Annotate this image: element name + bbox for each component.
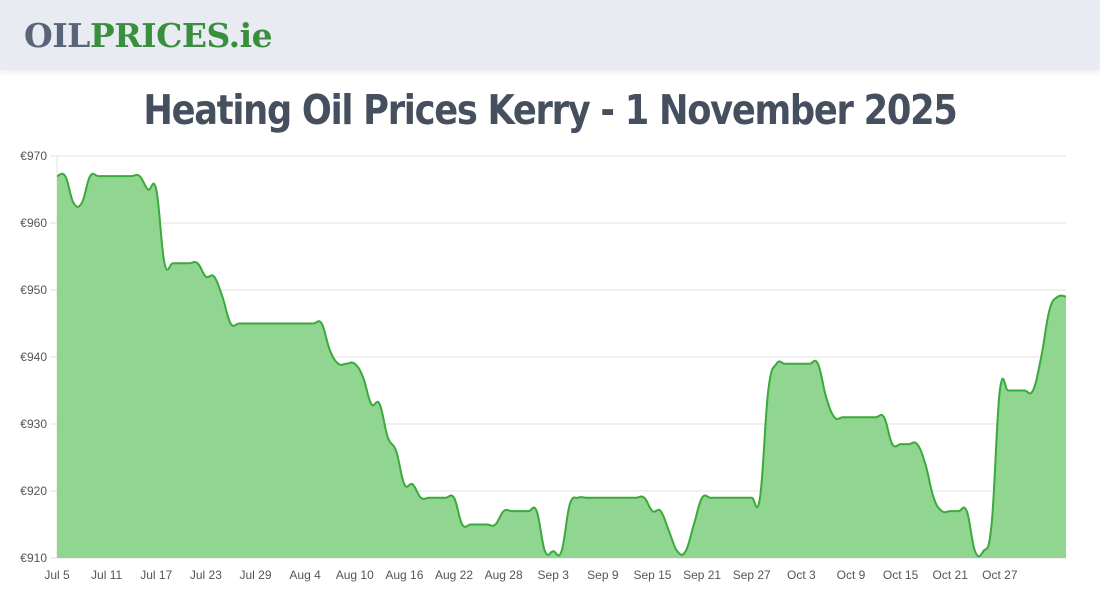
x-tick-label: Oct 3 bbox=[787, 568, 816, 582]
x-tick-label: Jul 5 bbox=[44, 568, 70, 582]
y-tick-label: €930 bbox=[20, 417, 47, 431]
x-tick-label: Aug 16 bbox=[385, 568, 423, 582]
y-tick-label: €970 bbox=[20, 149, 47, 163]
x-tick-label: Oct 27 bbox=[982, 568, 1018, 582]
x-tick-label: Aug 4 bbox=[289, 568, 321, 582]
site-logo[interactable]: OILPRICES.ie bbox=[24, 16, 273, 56]
site-header: OILPRICES.ie bbox=[0, 0, 1100, 70]
x-tick-label: Sep 9 bbox=[587, 568, 619, 582]
y-tick-label: €920 bbox=[20, 484, 47, 498]
x-axis: Jul 5 Jul 11 Jul 17 Jul 23 Jul 29 Aug 4 Aug 10… bbox=[44, 568, 1018, 582]
price-line bbox=[56, 172, 1067, 558]
x-tick-label: Aug 28 bbox=[485, 568, 523, 582]
x-tick-label: Sep 21 bbox=[683, 568, 721, 582]
page-title: Heating Oil Prices Kerry - 1 November 20… bbox=[143, 86, 957, 134]
y-tick-label: €960 bbox=[20, 216, 47, 230]
y-axis: €970 €960 €950 €940 €930 €920 €910 bbox=[20, 149, 47, 565]
x-tick-label: Jul 29 bbox=[239, 568, 271, 582]
logo-oil: OIL bbox=[24, 16, 90, 55]
y-tick-label: €950 bbox=[20, 283, 47, 297]
logo-prices: PRICES.ie bbox=[89, 16, 273, 55]
price-area-fill bbox=[57, 173, 1066, 559]
x-tick-label: Oct 9 bbox=[837, 568, 866, 582]
x-tick-label: Jul 23 bbox=[190, 568, 222, 582]
x-tick-label: Aug 22 bbox=[435, 568, 473, 582]
x-tick-label: Oct 15 bbox=[883, 568, 919, 582]
y-tick-label: €910 bbox=[20, 551, 47, 565]
x-tick-label: Sep 3 bbox=[538, 568, 570, 582]
x-tick-label: Jul 17 bbox=[140, 568, 172, 582]
x-tick-label: Aug 10 bbox=[336, 568, 374, 582]
x-tick-label: Jul 11 bbox=[91, 568, 122, 582]
x-tick-label: Oct 21 bbox=[933, 568, 969, 582]
x-tick-label: Sep 27 bbox=[733, 568, 771, 582]
y-tick-label: €940 bbox=[20, 350, 47, 364]
x-tick-label: Sep 15 bbox=[633, 568, 671, 582]
